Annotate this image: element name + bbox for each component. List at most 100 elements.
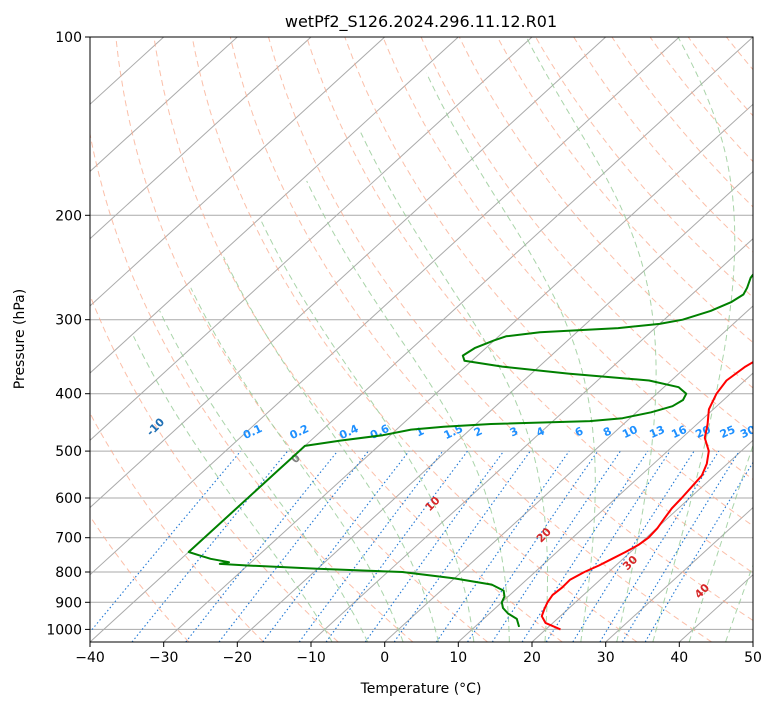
isotherm-line xyxy=(90,37,533,442)
isotherm-line xyxy=(752,641,753,642)
y-tick-label: 900 xyxy=(55,595,82,611)
dry-adiabat-line xyxy=(191,37,638,642)
moist-adiabat-line xyxy=(133,336,333,642)
isotherm-line xyxy=(236,170,753,642)
mixing-ratio-label: 25 xyxy=(718,423,737,441)
mixing-ratio-label: 13 xyxy=(647,423,666,441)
mixing-ratio-label: 2 xyxy=(472,425,484,440)
y-axis-label: Pressure (hPa) xyxy=(12,289,28,389)
isotherm-line xyxy=(310,237,753,642)
moist-adiabat-line xyxy=(190,287,404,642)
dry-adiabat-line xyxy=(90,131,414,642)
dry-adiabat-line xyxy=(229,37,712,642)
x-axis-label: Temperature (°C) xyxy=(360,681,482,697)
dry-adiabat-label: -10 xyxy=(144,415,167,438)
isotherm-line xyxy=(90,37,238,173)
moist-adiabat-label: 30 xyxy=(620,553,640,573)
mixing-ratio-label: 10 xyxy=(620,423,640,441)
mixing-ratio-label: 3 xyxy=(508,425,520,440)
dry-adiabat-line xyxy=(573,37,753,253)
mixing-ratio-line xyxy=(325,450,468,642)
dry-adiabat-line xyxy=(268,37,753,622)
dewpoint-profile-line xyxy=(187,272,753,628)
mixing-ratio-label: 0.6 xyxy=(368,422,391,442)
y-tick-label: 500 xyxy=(55,444,82,460)
mixing-ratio-line xyxy=(364,450,505,642)
mixing-ratio-line xyxy=(491,450,621,642)
x-tick-label: 40 xyxy=(670,650,688,666)
mixing-ratio-label: 30 xyxy=(738,423,758,441)
isotherm-line xyxy=(605,506,753,642)
mixing-ratio-line xyxy=(435,450,570,642)
mixing-ratio-label: 0.1 xyxy=(241,422,264,442)
moist-adiabat-line xyxy=(306,180,510,642)
isotherm-line xyxy=(90,37,607,509)
x-tick-label: 50 xyxy=(744,650,762,666)
mixing-ratio-label: 1 xyxy=(414,425,426,440)
isotherm-line xyxy=(384,305,753,642)
y-tick-label: 700 xyxy=(55,531,82,547)
isotherm-line xyxy=(457,372,753,642)
mixing-ratio-line xyxy=(185,450,339,642)
dry-adiabat-line xyxy=(90,293,339,642)
x-tick-label: −10 xyxy=(296,650,326,666)
y-tick-label: 200 xyxy=(55,208,82,224)
moist-adiabat-line xyxy=(223,256,439,642)
mixing-ratio-line xyxy=(90,450,242,633)
dry-adiabat-line xyxy=(344,37,753,527)
x-tick-label: 0 xyxy=(380,650,389,666)
x-tick-label: −20 xyxy=(223,650,253,666)
mixing-ratio-line xyxy=(218,450,369,642)
y-tick-label: 300 xyxy=(55,313,82,329)
dry-adiabat-line xyxy=(687,37,753,117)
line-labels: -100-90-80-70-60-50-40-30-20-100.10.20.4… xyxy=(0,326,758,601)
mixing-ratio-line xyxy=(262,450,410,642)
moist-adiabat-line xyxy=(725,563,753,642)
series-lines xyxy=(187,272,753,631)
mixing-ratio-label: 8 xyxy=(601,425,613,440)
mixing-ratio-line xyxy=(467,450,599,642)
background-lines xyxy=(90,37,775,642)
dry-adiabat-line xyxy=(420,37,753,435)
mixing-ratio-line xyxy=(545,450,671,642)
mixing-ratio-line xyxy=(298,450,444,642)
y-tick-label: 100 xyxy=(55,30,82,46)
dry-adiabat-line xyxy=(649,37,753,163)
mixing-ratio-line xyxy=(621,450,740,642)
x-tick-label: 10 xyxy=(449,650,467,666)
x-tick-label: 30 xyxy=(597,650,615,666)
dry-adiabat-line xyxy=(382,37,753,481)
temperature-profile-line xyxy=(540,360,753,631)
isotherm-line xyxy=(90,37,680,576)
moist-adiabat-line xyxy=(425,72,596,642)
moist-adiabat-label: 20 xyxy=(534,525,554,545)
moist-adiabat-label: 40 xyxy=(692,581,712,601)
dry-adiabat-line xyxy=(458,37,753,389)
mixing-ratio-label: 6 xyxy=(573,424,586,439)
x-tick-label: −40 xyxy=(75,650,105,666)
dry-adiabat-line xyxy=(765,37,775,642)
mixing-ratio-line xyxy=(521,450,649,642)
mixing-ratio-label: 4 xyxy=(534,424,547,439)
mixing-ratio-line xyxy=(131,450,289,642)
moist-adiabat-line xyxy=(688,443,753,642)
chart-title: wetPf2_S126.2024.296.11.12.R01 xyxy=(285,12,557,32)
moist-adiabat-line xyxy=(159,310,369,642)
dry-adiabat-line xyxy=(306,37,753,574)
mixing-ratio-line xyxy=(393,450,531,642)
dry-adiabat-line xyxy=(496,37,753,344)
y-tick-label: 600 xyxy=(55,491,82,507)
dry-adiabat-line xyxy=(90,412,264,642)
plot-frame xyxy=(89,36,754,643)
isotherm-line xyxy=(90,37,386,307)
dry-adiabat-label: -30 xyxy=(0,326,12,349)
mixing-ratio-label: 16 xyxy=(669,423,689,441)
x-tick-label: −30 xyxy=(149,650,179,666)
moist-adiabat-label: 10 xyxy=(423,494,443,514)
dry-adiabat-line xyxy=(726,37,753,71)
axis-ticks: −40 −30 −20 −10 0 10 20 30 40 5010020030040050060… xyxy=(46,30,762,666)
dry-adiabat-line xyxy=(90,515,190,642)
moist-adiabat-line xyxy=(652,37,736,642)
dry-adiabat-line xyxy=(611,37,753,208)
